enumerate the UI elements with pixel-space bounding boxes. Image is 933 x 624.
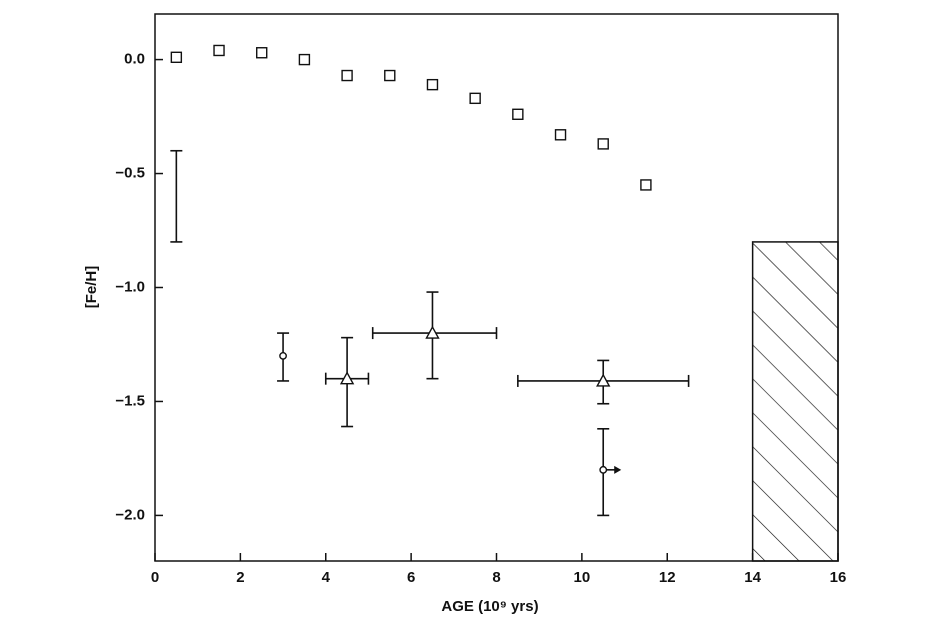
x-tick-label: 12: [659, 569, 676, 586]
square-point: [469, 92, 481, 105]
x-tick-label: 8: [492, 569, 500, 586]
plot-frame: [154, 13, 839, 562]
square-point: [384, 69, 396, 82]
square-point: [298, 53, 311, 66]
x-tick-label: 6: [407, 569, 415, 586]
square-point: [597, 138, 609, 150]
y-tick-label: −1.5: [115, 392, 145, 409]
y-tick-label: −0.5: [115, 165, 145, 182]
y-tick-label: −2.0: [115, 506, 145, 523]
triangle-point: [596, 373, 611, 387]
square-point: [426, 78, 439, 91]
y-axis-label: [Fe/H]: [83, 266, 100, 309]
square-point: [554, 129, 567, 141]
circle-point: [279, 351, 287, 360]
y-tick-label: 0.0: [124, 51, 145, 68]
square-point: [256, 47, 268, 59]
square-point: [640, 179, 652, 191]
x-axis-label: AGE (10⁹ yrs): [441, 598, 538, 615]
limit-arrowhead: [614, 465, 622, 474]
x-tick-label: 0: [151, 569, 159, 586]
square-point: [512, 108, 524, 120]
x-tick-label: 4: [322, 569, 331, 586]
square-point: [341, 69, 353, 82]
square-point: [170, 51, 183, 64]
x-tick-label: 10: [574, 569, 591, 586]
triangle-point: [339, 371, 355, 385]
x-tick-label: 2: [236, 569, 244, 586]
x-tick-label: 16: [830, 569, 847, 586]
shaded-region: [751, 241, 839, 562]
square-point: [213, 44, 225, 57]
circle-point: [599, 465, 608, 474]
x-tick-label: 14: [744, 569, 761, 586]
triangle-point: [425, 325, 440, 339]
y-tick-label: −1.0: [115, 278, 145, 295]
